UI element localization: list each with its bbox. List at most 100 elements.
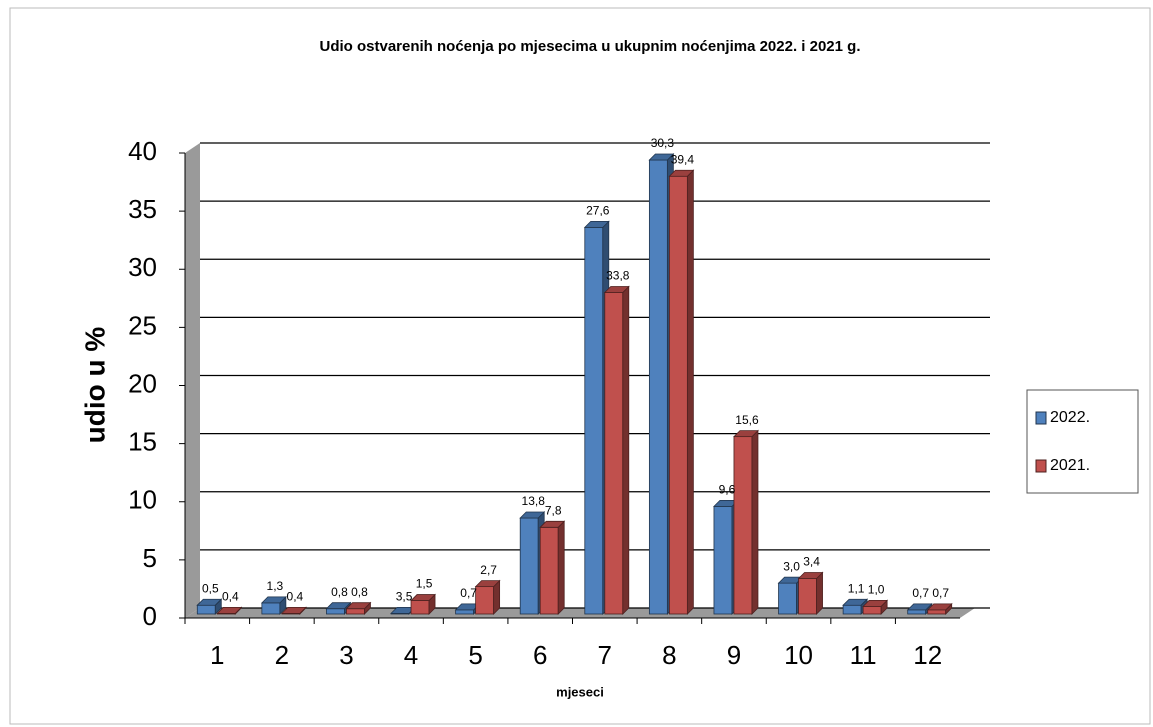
x-tick-label: 5 xyxy=(468,640,482,670)
legend-label: 2022. xyxy=(1050,409,1090,426)
side-wall xyxy=(185,143,200,618)
data-label: 13,8 xyxy=(522,494,546,508)
x-tick-label: 7 xyxy=(598,640,612,670)
y-tick-label: 10 xyxy=(128,485,157,515)
x-tick-label: 6 xyxy=(533,640,547,670)
data-label: 39,4 xyxy=(671,152,695,166)
bar xyxy=(280,606,307,615)
bar-front xyxy=(798,578,817,615)
bar xyxy=(410,593,437,615)
bar-top xyxy=(519,511,546,519)
data-label: 15,6 xyxy=(735,413,759,427)
x-tick-label: 11 xyxy=(850,640,877,670)
bar xyxy=(668,169,695,615)
bar-front xyxy=(539,526,559,615)
data-label: 0,4 xyxy=(287,590,304,604)
bar-front xyxy=(927,609,947,615)
bar-front xyxy=(733,436,753,615)
bar xyxy=(603,285,630,615)
data-label: 1,0 xyxy=(868,583,885,597)
bar-front xyxy=(842,604,862,615)
bar xyxy=(862,599,889,615)
data-label: 3,0 xyxy=(783,559,800,573)
bar xyxy=(474,579,501,615)
bar xyxy=(732,429,759,615)
chart-title: Udio ostvarenih noćenja po mjesecima u u… xyxy=(319,38,860,55)
bar xyxy=(325,601,352,615)
bar-top xyxy=(216,606,243,614)
y-axis-label: udio u % xyxy=(79,327,110,444)
bar-top xyxy=(668,169,695,177)
x-tick-label: 4 xyxy=(404,640,418,670)
data-label: 0,4 xyxy=(222,590,239,604)
data-label: 30,3 xyxy=(651,136,675,150)
x-tick-label: 10 xyxy=(784,640,813,670)
bar-front xyxy=(584,226,604,615)
data-label: 0,8 xyxy=(331,585,348,599)
x-tick-label: 1 xyxy=(210,640,224,670)
bar-top xyxy=(842,598,869,606)
bar-top xyxy=(603,286,630,293)
x-tick-label: 12 xyxy=(913,640,942,670)
data-label: 1,5 xyxy=(416,577,433,591)
bar-top xyxy=(862,599,889,607)
data-label: 1,3 xyxy=(267,579,284,593)
y-tick-label: 40 xyxy=(128,136,157,166)
bar-front xyxy=(648,159,668,615)
bar-top xyxy=(345,602,372,610)
data-label: 3,4 xyxy=(803,555,820,569)
bar-front xyxy=(196,604,216,615)
bar xyxy=(345,601,372,615)
bar-front xyxy=(519,517,539,615)
x-axis-label: mjeseci xyxy=(556,684,604,699)
data-label: 33,8 xyxy=(606,269,630,283)
data-label: 3,5 xyxy=(396,590,413,604)
bar-top xyxy=(926,603,953,611)
bar xyxy=(260,595,287,615)
bar-front xyxy=(410,600,430,615)
bar-front xyxy=(907,609,927,615)
legend-swatch xyxy=(1035,459,1047,473)
data-label: 0,8 xyxy=(351,585,368,599)
bar-front xyxy=(326,608,345,615)
x-tick-label: 9 xyxy=(727,640,741,670)
bar-top xyxy=(539,520,566,528)
bar-top xyxy=(474,580,501,588)
bar-top xyxy=(797,572,824,579)
data-label: 0,5 xyxy=(202,581,219,595)
legend-swatch xyxy=(1035,411,1047,425)
bar-side xyxy=(686,169,694,615)
bar xyxy=(216,606,243,615)
legend-label: 2021. xyxy=(1050,457,1090,474)
data-label: 2,7 xyxy=(480,563,497,577)
bar-top xyxy=(583,220,610,228)
bar-front xyxy=(475,586,495,615)
bar-front xyxy=(346,608,365,615)
bar-front xyxy=(713,505,733,615)
bar xyxy=(797,571,824,615)
x-tick-label: 3 xyxy=(339,640,353,670)
bar xyxy=(196,598,223,615)
y-tick-label: 0 xyxy=(143,601,157,631)
bar-top xyxy=(906,603,933,611)
bar-side xyxy=(557,520,565,615)
y-tick-label: 5 xyxy=(143,543,157,573)
bar-top xyxy=(410,594,437,601)
bar-front xyxy=(778,582,797,615)
y-tick-label: 35 xyxy=(128,194,157,224)
y-tick-label: 25 xyxy=(128,310,157,340)
bar-side xyxy=(622,285,630,615)
data-label: 0,7 xyxy=(460,586,477,600)
bar-side xyxy=(751,429,759,615)
y-tick-label: 15 xyxy=(128,427,157,457)
bar-front xyxy=(862,605,882,615)
y-tick-label: 20 xyxy=(128,368,157,398)
bar-top xyxy=(325,602,352,610)
bar-top xyxy=(648,153,675,161)
bar-top xyxy=(280,606,307,614)
bar-top xyxy=(260,596,287,604)
bar xyxy=(539,520,566,615)
bar-top xyxy=(196,598,223,606)
bar-side xyxy=(816,571,823,615)
